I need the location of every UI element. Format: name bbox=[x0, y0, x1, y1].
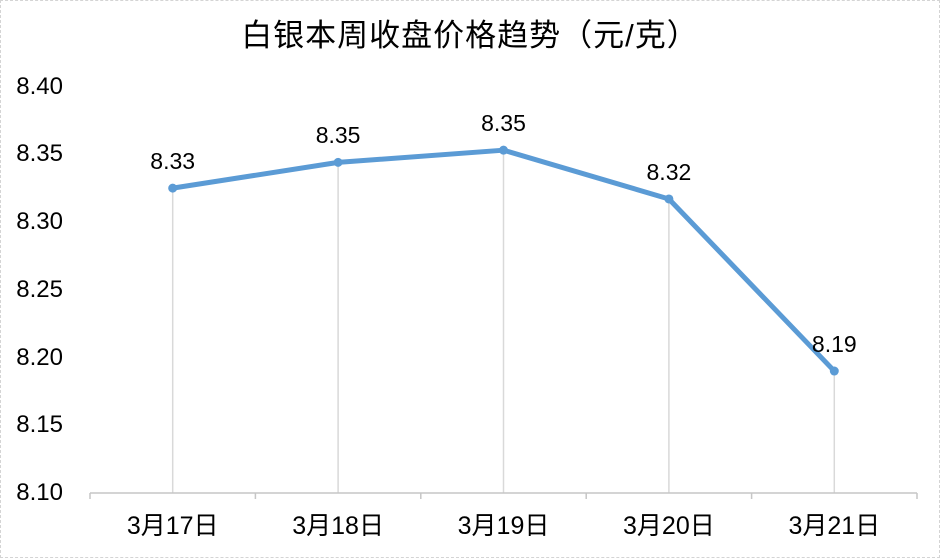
chart-title: 白银本周收盘价格趋势（元/克） bbox=[241, 18, 699, 53]
data-label: 8.35 bbox=[315, 122, 361, 149]
data-label: 8.33 bbox=[150, 148, 196, 175]
y-axis-tick-label: 8.15 bbox=[16, 411, 63, 439]
x-axis-category-label: 3月17日 bbox=[126, 512, 219, 540]
x-axis-category-label: 3月21日 bbox=[788, 512, 881, 540]
data-label: 8.32 bbox=[646, 158, 692, 185]
x-axis-category-label: 3月18日 bbox=[292, 512, 384, 540]
y-axis-tick-label: 8.10 bbox=[16, 479, 63, 506]
y-axis-tick-label: 8.40 bbox=[16, 72, 63, 100]
y-axis-tick-label: 8.25 bbox=[16, 275, 63, 303]
x-axis-category-label: 3月19日 bbox=[457, 512, 550, 540]
data-point-marker bbox=[168, 183, 178, 193]
data-point-marker bbox=[829, 366, 839, 376]
data-point-marker bbox=[664, 194, 674, 204]
y-axis-tick-label: 8.30 bbox=[16, 208, 63, 235]
data-point-marker bbox=[333, 157, 343, 167]
data-label: 8.35 bbox=[481, 110, 526, 137]
data-point-marker bbox=[499, 145, 508, 155]
y-axis-tick-label: 8.20 bbox=[16, 343, 63, 371]
y-axis-tick-label: 8.35 bbox=[16, 140, 63, 168]
data-label: 8.19 bbox=[811, 331, 857, 358]
x-axis-category-label: 3月20日 bbox=[623, 512, 715, 540]
